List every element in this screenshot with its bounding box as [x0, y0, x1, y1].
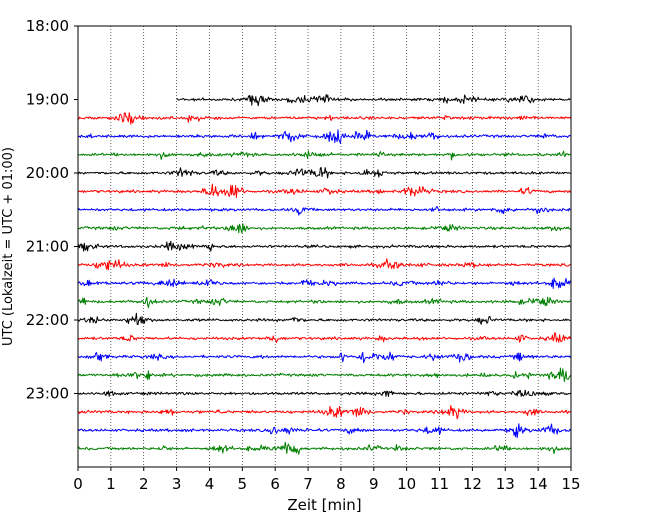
x-tick-label: 12 [463, 475, 482, 493]
seismogram-trace [77, 441, 571, 455]
y-tick-label: 22:00 [26, 311, 69, 329]
x-tick-label: 11 [430, 475, 449, 493]
seismogram-trace [77, 206, 571, 216]
x-tick-label: 5 [238, 475, 248, 493]
x-tick-label: 1 [106, 475, 116, 493]
x-tick-label: 0 [73, 475, 83, 493]
seismogram-trace [77, 240, 572, 252]
seismogram-trace [77, 351, 572, 364]
x-tick-label: 13 [496, 475, 515, 493]
y-tick-label: 20:00 [26, 164, 69, 182]
seismogram-trace [77, 296, 572, 309]
seismogram-trace [77, 167, 572, 179]
x-axis-title: Zeit [min] [287, 496, 361, 514]
seismogram-trace [77, 223, 572, 234]
x-tick-label: 6 [270, 475, 280, 493]
x-tick-label: 15 [561, 475, 580, 493]
x-tick-label: 9 [369, 475, 379, 493]
x-tick-label: 8 [336, 475, 346, 493]
seismogram-trace [77, 367, 572, 383]
y-tick-label: 19:00 [26, 91, 69, 109]
seismogram-trace [77, 150, 572, 161]
seismogram-trace [77, 183, 572, 198]
y-tick-label: 21:00 [26, 238, 69, 256]
trace-layer [77, 94, 572, 455]
seismogram-trace [77, 389, 572, 397]
y-tick-label: 23:00 [26, 385, 69, 403]
x-tick-label: 2 [139, 475, 149, 493]
y-axis-title: UTC (Lokalzeit = UTC + 01:00) [1, 147, 16, 346]
seismogram-trace [77, 112, 572, 125]
x-tick-label: 14 [529, 475, 548, 493]
x-tick-label: 7 [303, 475, 313, 493]
x-tick-label: 4 [205, 475, 215, 493]
y-tick-label: 18:00 [26, 17, 69, 35]
seismogram-trace [77, 423, 572, 439]
x-axis-ticks: 0 1 2 3 4 5 6 7 8 9 10 11 12 13 14 15 [73, 467, 581, 493]
x-tick-label: 3 [172, 475, 182, 493]
seismogram-trace [77, 405, 572, 420]
seismogram-trace [77, 332, 572, 343]
x-tick-label: 10 [397, 475, 416, 493]
y-axis-ticks: 18:00 19:00 20:00 21:00 22:00 23:00 [26, 17, 78, 403]
seismogram-trace [77, 129, 572, 144]
seismogram-trace [77, 258, 572, 271]
seismogram-trace [77, 277, 572, 289]
seismogram-trace [77, 312, 571, 326]
seismogram-trace [176, 94, 571, 107]
